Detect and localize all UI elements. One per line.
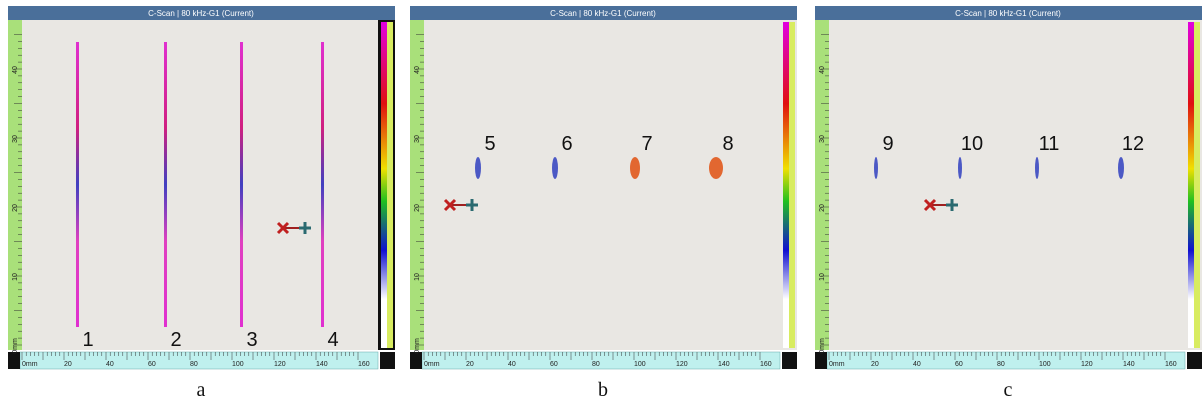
x-ruler-label: 60 (148, 361, 156, 368)
x-ruler-label: 0mm (424, 361, 440, 368)
y-ruler-label: 0mm (819, 338, 826, 354)
y-ruler-label: 30 (819, 135, 826, 143)
y-ruler-label: 40 (819, 66, 826, 74)
x-ruler-label: 140 (1123, 361, 1135, 368)
defect-number: 3 (246, 329, 257, 351)
defect-line (164, 42, 167, 327)
panel-title: C-Scan | 80 kHz-G1 (Current) (148, 9, 254, 18)
x-ruler-label: 20 (466, 361, 474, 368)
y-ruler-label: 20 (819, 204, 826, 212)
x-ruler-label: 80 (190, 361, 198, 368)
x-ruler-label: 160 (1165, 361, 1177, 368)
defect-number: 5 (484, 133, 495, 155)
defect-spot (874, 157, 878, 179)
c-scan-panel: C-Scan | 80 kHz-G1 (Current) 0mm 20 40 60 80 1… (8, 6, 395, 401)
corner-box (782, 352, 797, 369)
defect-number: 10 (961, 133, 983, 155)
y-ruler-label: 10 (819, 273, 826, 281)
x-ruler-label: 80 (997, 361, 1005, 368)
corner-box (380, 352, 395, 369)
colorbar-scale (387, 22, 393, 348)
y-ruler-label: 40 (414, 66, 421, 74)
colorbar (381, 22, 387, 348)
x-ruler-label: 40 (106, 361, 114, 368)
defect-number: 11 (1039, 133, 1060, 155)
panel-caption: c (1004, 379, 1013, 401)
panel-caption: b (598, 379, 608, 401)
x-ruler-label: 140 (316, 361, 328, 368)
c-scan-panel: C-Scan | 80 kHz-G1 (Current) 0mm 20 40 60 80 1… (815, 6, 1202, 401)
defect-number: 7 (641, 133, 652, 155)
x-ruler-label: 20 (64, 361, 72, 368)
y-ruler-label: 30 (12, 135, 19, 143)
defect-number: 9 (882, 133, 893, 155)
y-ruler-label: 0mm (414, 338, 421, 354)
panel-title: C-Scan | 80 kHz-G1 (Current) (550, 9, 656, 18)
y-ruler-label: 20 (12, 204, 19, 212)
plot-area (424, 20, 780, 350)
x-ruler-label: 160 (760, 361, 772, 368)
defect-number: 12 (1122, 133, 1144, 155)
colorbar (1188, 22, 1194, 348)
panel-title: C-Scan | 80 kHz-G1 (Current) (955, 9, 1061, 18)
defect-number: 1 (82, 329, 93, 351)
defect-line (321, 42, 324, 327)
x-ruler-label: 100 (1039, 361, 1051, 368)
x-ruler-label: 100 (634, 361, 646, 368)
x-ruler-label: 0mm (829, 361, 845, 368)
y-ruler-label: 20 (414, 204, 421, 212)
x-ruler-label: 120 (676, 361, 688, 368)
figure: C-Scan | 80 kHz-G1 (Current) 0mm 20 40 60 80 1… (0, 0, 1203, 405)
y-ruler-label: 0mm (12, 338, 19, 354)
colorbar-scale (789, 22, 795, 348)
defect-spot (1035, 157, 1039, 179)
defect-number: 4 (327, 329, 338, 351)
defect-number: 6 (561, 133, 572, 155)
plot-area (22, 20, 378, 350)
defect-spot (475, 157, 481, 179)
x-ruler-label: 40 (508, 361, 516, 368)
x-ruler-label: 80 (592, 361, 600, 368)
defect-spot (630, 157, 640, 179)
colorbar (783, 22, 789, 348)
colorbar-scale (1194, 22, 1200, 348)
plot-area (829, 20, 1185, 350)
y-ruler-label: 10 (12, 273, 19, 281)
corner-box (1187, 352, 1202, 369)
x-ruler-label: 20 (871, 361, 879, 368)
y-ruler-label: 30 (414, 135, 421, 143)
x-ruler-label: 60 (955, 361, 963, 368)
defect-spot (552, 157, 558, 179)
defect-spot (1118, 157, 1124, 179)
x-ruler-label: 100 (232, 361, 244, 368)
x-ruler-label: 60 (550, 361, 558, 368)
y-ruler-label: 40 (12, 66, 19, 74)
x-ruler-label: 40 (913, 361, 921, 368)
panel-caption: a (197, 379, 206, 401)
x-ruler-label: 120 (274, 361, 286, 368)
defect-number: 2 (170, 329, 181, 351)
defect-number: 8 (722, 133, 733, 155)
defect-line (76, 42, 79, 327)
x-ruler-label: 160 (358, 361, 370, 368)
x-ruler-label: 140 (718, 361, 730, 368)
defect-spot (709, 157, 723, 179)
x-ruler-label: 120 (1081, 361, 1093, 368)
y-ruler-label: 10 (414, 273, 421, 281)
x-ruler-label: 0mm (22, 361, 38, 368)
defect-line (240, 42, 243, 327)
defect-spot (958, 157, 962, 179)
c-scan-panel: C-Scan | 80 kHz-G1 (Current) 0mm 20 40 60 80 1… (410, 6, 797, 401)
